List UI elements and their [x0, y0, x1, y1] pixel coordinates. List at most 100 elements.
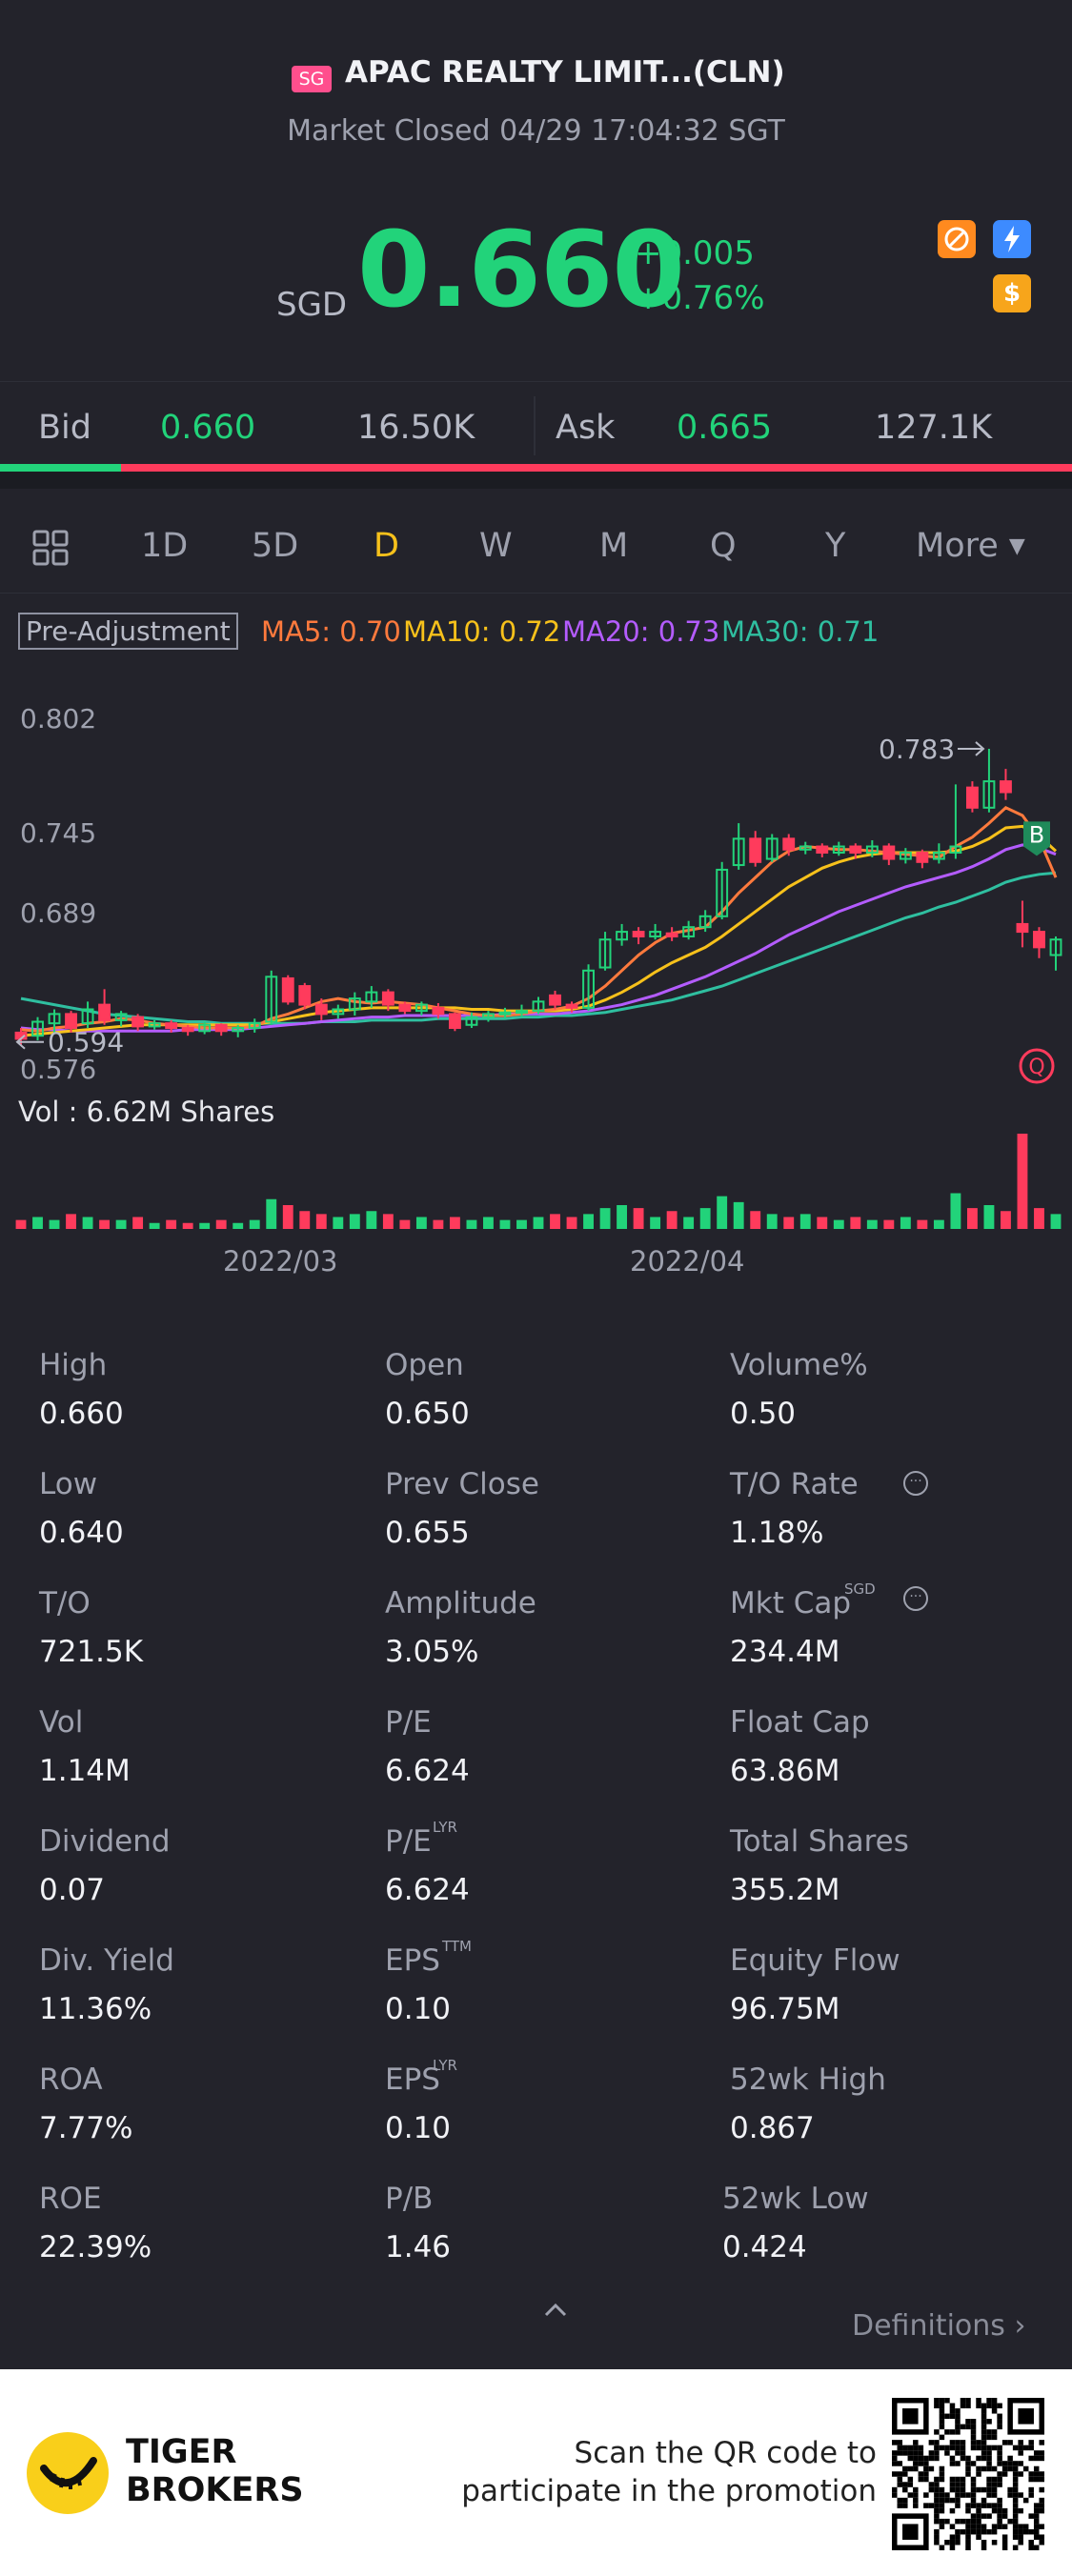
- search-q-icon[interactable]: Q: [1018, 1047, 1056, 1085]
- candle: [448, 1012, 461, 1032]
- volume-bar: [817, 1217, 828, 1229]
- stat-label: EPS: [385, 2063, 440, 2097]
- no-short-icon[interactable]: [938, 220, 976, 258]
- tab-more[interactable]: More ▼: [916, 527, 1025, 565]
- x-tick-1: 2022/04: [630, 1245, 745, 1278]
- volume-bar: [399, 1219, 411, 1229]
- candle: [849, 843, 862, 859]
- stat-label: T/O: [39, 1586, 91, 1620]
- volume-bar: [516, 1219, 527, 1229]
- candle: [415, 1001, 428, 1016]
- stat-value: 7.77%: [39, 2111, 133, 2145]
- volume-bar: [483, 1217, 494, 1229]
- market-status: Market Closed 04/29 17:04:32 SGT: [287, 114, 785, 148]
- volume-bar: [750, 1211, 761, 1229]
- stat-value: 1.18%: [730, 1516, 824, 1550]
- candle: [582, 964, 595, 1012]
- svg-text:Q: Q: [1028, 1056, 1044, 1079]
- candle: [181, 1024, 194, 1036]
- candle: [682, 920, 696, 940]
- candlestick-chart[interactable]: 0.783 0.594 B: [0, 686, 1072, 1267]
- volume-bar: [1050, 1214, 1062, 1229]
- caret-down-icon: ▼: [1008, 534, 1025, 558]
- volume-bar: [650, 1217, 661, 1229]
- stat-label: ROA: [39, 2063, 103, 2097]
- ask-price: 0.665: [677, 409, 773, 447]
- candle: [31, 1016, 44, 1041]
- period-tabs: 1D 5D D W M Q Y More ▼: [0, 489, 1072, 594]
- candle: [114, 1011, 128, 1027]
- info-icon[interactable]: ···: [903, 1586, 928, 1611]
- pre-adjustment-toggle[interactable]: Pre-Adjustment: [18, 613, 238, 650]
- stat-label: ROE: [39, 2182, 102, 2216]
- candle: [198, 1021, 212, 1035]
- candle: [532, 996, 545, 1015]
- volume-label: Vol : 6.62M Shares: [18, 1096, 275, 1128]
- ma30-value: MA30: 0.71: [721, 615, 880, 648]
- stat-value: 355.2M: [730, 1873, 840, 1907]
- stat-value: 0.07: [39, 1873, 106, 1907]
- lightning-icon[interactable]: [993, 220, 1031, 258]
- volume-bar: [215, 1219, 227, 1229]
- high-marker-arrow-icon: [958, 741, 985, 756]
- volume-bar: [382, 1214, 394, 1229]
- candle: [665, 927, 678, 941]
- candle: [232, 1024, 245, 1037]
- tab-q[interactable]: Q: [710, 527, 737, 565]
- dollar-icon[interactable]: $: [993, 274, 1031, 312]
- volume-bar: [583, 1214, 594, 1229]
- ask-size: 127.1K: [875, 409, 993, 447]
- low-marker-arrow-icon: [15, 1034, 44, 1050]
- volume-bar: [499, 1219, 511, 1229]
- candle: [749, 831, 762, 867]
- volume-bar: [833, 1219, 844, 1229]
- tiger-logo-icon: [27, 2432, 109, 2514]
- stock-title[interactable]: APAC REALTY LIMIT...(CLN): [345, 55, 785, 90]
- promo-line-1: Scan the QR code to: [574, 2436, 877, 2470]
- brand-line-2: BROKERS: [126, 2471, 304, 2509]
- tab-5d[interactable]: 5D: [252, 527, 299, 565]
- volume-bar: [49, 1219, 60, 1229]
- volume-bar: [299, 1211, 311, 1229]
- stat-value: 1.46: [385, 2230, 452, 2264]
- volume-bar: [449, 1217, 460, 1229]
- volume-bar: [733, 1201, 744, 1229]
- stat-label: Open: [385, 1348, 464, 1382]
- volume-bar: [699, 1208, 711, 1229]
- candle: [482, 1011, 495, 1022]
- volume-bar: [282, 1205, 293, 1229]
- definitions-label: Definitions: [852, 2309, 1005, 2343]
- bid-label: Bid: [38, 409, 91, 447]
- definitions-link[interactable]: Definitions ›: [852, 2309, 1025, 2343]
- volume-bar: [266, 1198, 277, 1229]
- volume-bar: [983, 1205, 995, 1229]
- collapse-chevron-icon[interactable]: [541, 2296, 570, 2324]
- candle: [248, 1018, 261, 1033]
- candle: [214, 1023, 228, 1036]
- volume-bar: [149, 1222, 160, 1229]
- buy-signal-badge[interactable]: B: [1023, 821, 1050, 856]
- tab-w[interactable]: W: [479, 527, 513, 565]
- stat-superscript: LYR: [433, 1819, 457, 1836]
- candle: [832, 841, 845, 856]
- candle: [1049, 936, 1062, 971]
- stat-value: 0.640: [39, 1516, 124, 1550]
- tab-1d[interactable]: 1D: [141, 527, 189, 565]
- info-icon[interactable]: ···: [903, 1471, 928, 1496]
- section-separator: [0, 472, 1072, 489]
- candle: [365, 986, 378, 1008]
- tab-m[interactable]: M: [599, 527, 629, 565]
- volume-bar: [249, 1219, 260, 1229]
- y-tick-0: 0.802: [20, 703, 97, 735]
- candle: [916, 849, 929, 869]
- qr-code[interactable]: [892, 2398, 1044, 2550]
- tab-y[interactable]: Y: [825, 527, 846, 565]
- stat-label: Total Shares: [730, 1824, 909, 1859]
- volume-bar: [466, 1219, 477, 1229]
- stat-value: 63.86M: [730, 1754, 840, 1788]
- candle: [265, 970, 278, 1025]
- tab-d[interactable]: D: [374, 527, 399, 565]
- layout-grid-icon[interactable]: [31, 529, 70, 567]
- volume-bar: [182, 1222, 193, 1229]
- candle: [65, 1011, 77, 1033]
